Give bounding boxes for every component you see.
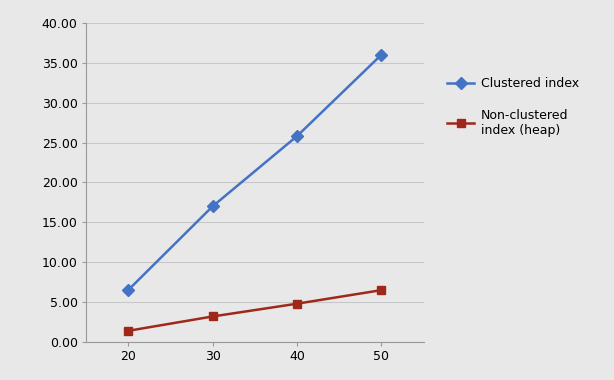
Clustered index [293, 134, 301, 138]
Clustered index [125, 288, 132, 293]
Line: Clustered index: Clustered index [124, 51, 386, 294]
Non-clustered
index (heap) [378, 288, 385, 293]
Clustered index [378, 52, 385, 57]
Non-clustered
index (heap) [293, 301, 301, 306]
Clustered index [209, 204, 216, 209]
Legend: Clustered index, Non-clustered
index (heap): Clustered index, Non-clustered index (he… [447, 77, 578, 137]
Line: Non-clustered
index (heap): Non-clustered index (heap) [124, 286, 386, 335]
Non-clustered
index (heap) [209, 314, 216, 319]
Non-clustered
index (heap) [125, 329, 132, 333]
